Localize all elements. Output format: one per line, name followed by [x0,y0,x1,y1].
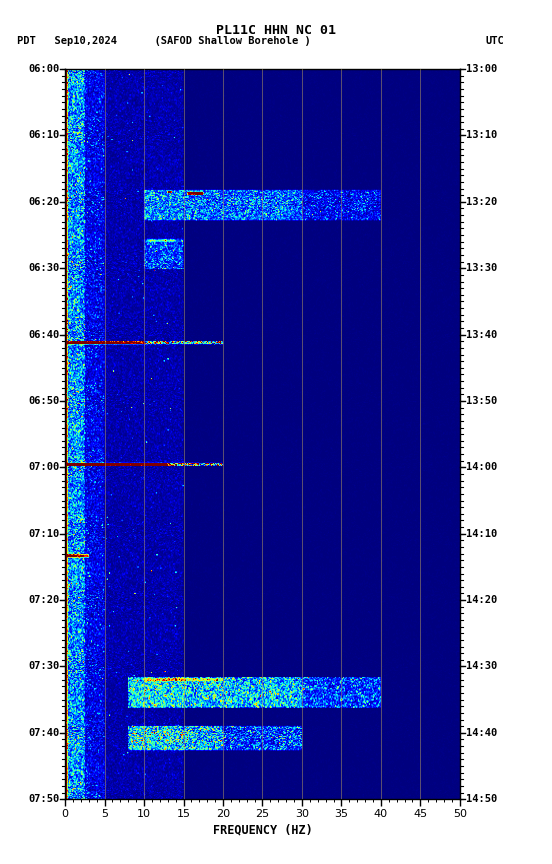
Text: 07:20: 07:20 [28,595,59,605]
Text: 07:10: 07:10 [28,529,59,539]
Text: 14:50: 14:50 [466,794,497,804]
Text: 13:30: 13:30 [466,264,497,273]
Text: 07:00: 07:00 [28,462,59,473]
Text: 07:30: 07:30 [28,662,59,671]
Text: 06:00: 06:00 [28,64,59,74]
Text: 14:10: 14:10 [466,529,497,539]
Text: PDT   Sep10,2024      (SAFOD Shallow Borehole ): PDT Sep10,2024 (SAFOD Shallow Borehole ) [17,36,310,47]
Text: UTC: UTC [486,36,505,47]
Text: 14:20: 14:20 [466,595,497,605]
Text: 14:00: 14:00 [466,462,497,473]
Text: 07:40: 07:40 [28,727,59,738]
Text: 13:20: 13:20 [466,197,497,206]
Text: 13:50: 13:50 [466,396,497,406]
Text: 06:30: 06:30 [28,264,59,273]
X-axis label: FREQUENCY (HZ): FREQUENCY (HZ) [213,823,312,836]
Text: 13:00: 13:00 [466,64,497,74]
Text: 07:50: 07:50 [28,794,59,804]
Text: 06:20: 06:20 [28,197,59,206]
Text: 14:40: 14:40 [466,727,497,738]
Text: 14:30: 14:30 [466,662,497,671]
Text: 06:50: 06:50 [28,396,59,406]
Text: 13:40: 13:40 [466,329,497,340]
Text: 13:10: 13:10 [466,130,497,141]
Text: 06:10: 06:10 [28,130,59,141]
Text: PL11C HHN NC 01: PL11C HHN NC 01 [216,24,336,37]
Text: 06:40: 06:40 [28,329,59,340]
